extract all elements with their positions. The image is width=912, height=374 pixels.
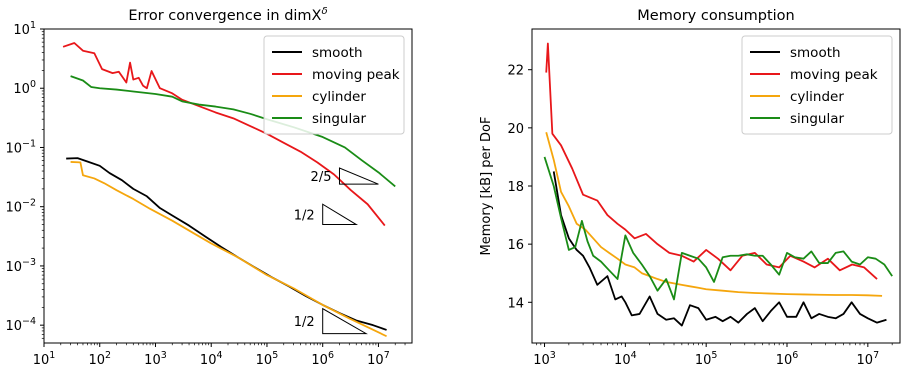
y-tick-label: 20	[507, 122, 524, 137]
series-line-smooth	[66, 157, 387, 331]
x-tick-label: 106	[311, 350, 334, 368]
slope-triangle	[322, 203, 359, 226]
x-tick-label: 105	[256, 350, 279, 368]
legend: smooth moving peak cylinder singular	[263, 35, 405, 135]
y-tick-label: 16	[507, 238, 524, 253]
series-line-moving-peak	[545, 42, 878, 280]
x-tick-label: 103	[533, 350, 556, 368]
plot-area	[62, 42, 396, 338]
plot-area	[543, 42, 893, 327]
chart-2: Memory consumption 103 104 105 106 107 14 16 18 2…	[479, 8, 901, 368]
legend-label: cylinder	[790, 89, 844, 105]
y-tick-label: 10−3	[5, 257, 36, 275]
y-tick-label: 10−4	[5, 316, 36, 334]
x-tick-label: 107	[857, 350, 880, 368]
series-line-moving-peak	[62, 42, 386, 227]
slope-label: 2/5	[311, 170, 332, 185]
legend-label: singular	[790, 111, 844, 127]
legend-label: moving peak	[790, 67, 878, 83]
slope-triangle	[322, 307, 368, 335]
legend-label: smooth	[312, 45, 363, 61]
series-line-cylinder	[70, 161, 387, 338]
series-line-cylinder	[545, 131, 883, 297]
series-line-smooth	[552, 171, 887, 327]
x-tick-label: 106	[776, 350, 799, 368]
x-tick-label: 105	[695, 350, 718, 368]
y-tick-label: 14	[507, 296, 524, 311]
series-line-singular	[543, 156, 893, 301]
series-line-singular	[70, 75, 396, 188]
x-tick-label: 103	[144, 350, 167, 368]
y-tick-label: 100	[13, 79, 36, 97]
chart-title: Error convergence in dimXδ	[128, 6, 327, 24]
y-tick-label: 101	[13, 20, 36, 38]
y-tick-label: 22	[507, 64, 524, 79]
x-tick-label: 107	[367, 350, 390, 368]
slope-label: 1/2	[294, 315, 315, 330]
y-tick-label: 10−2	[5, 198, 36, 216]
x-tick-label: 101	[33, 350, 56, 368]
x-tick-label: 102	[88, 350, 111, 368]
x-tick-label: 104	[614, 350, 637, 368]
legend-label: smooth	[790, 45, 841, 61]
legend-box	[263, 35, 405, 135]
chart-1: Error convergence in dimXδ 2/5 1/2 1/2 101 10…	[5, 6, 413, 368]
chart-title: Memory consumption	[637, 8, 794, 24]
y-tick-label: 10−1	[5, 138, 36, 156]
y-tick-label: 18	[507, 180, 524, 195]
legend-label: singular	[312, 111, 366, 127]
legend: smooth moving peak cylinder singular	[741, 35, 893, 135]
legend-label: moving peak	[312, 67, 400, 83]
legend-box	[741, 35, 893, 135]
slope-triangle	[338, 167, 379, 185]
legend-label: cylinder	[312, 89, 366, 105]
y-axis-label: Memory [kB] per DoF	[479, 117, 494, 256]
slope-label: 1/2	[294, 208, 315, 223]
x-tick-label: 104	[200, 350, 223, 368]
